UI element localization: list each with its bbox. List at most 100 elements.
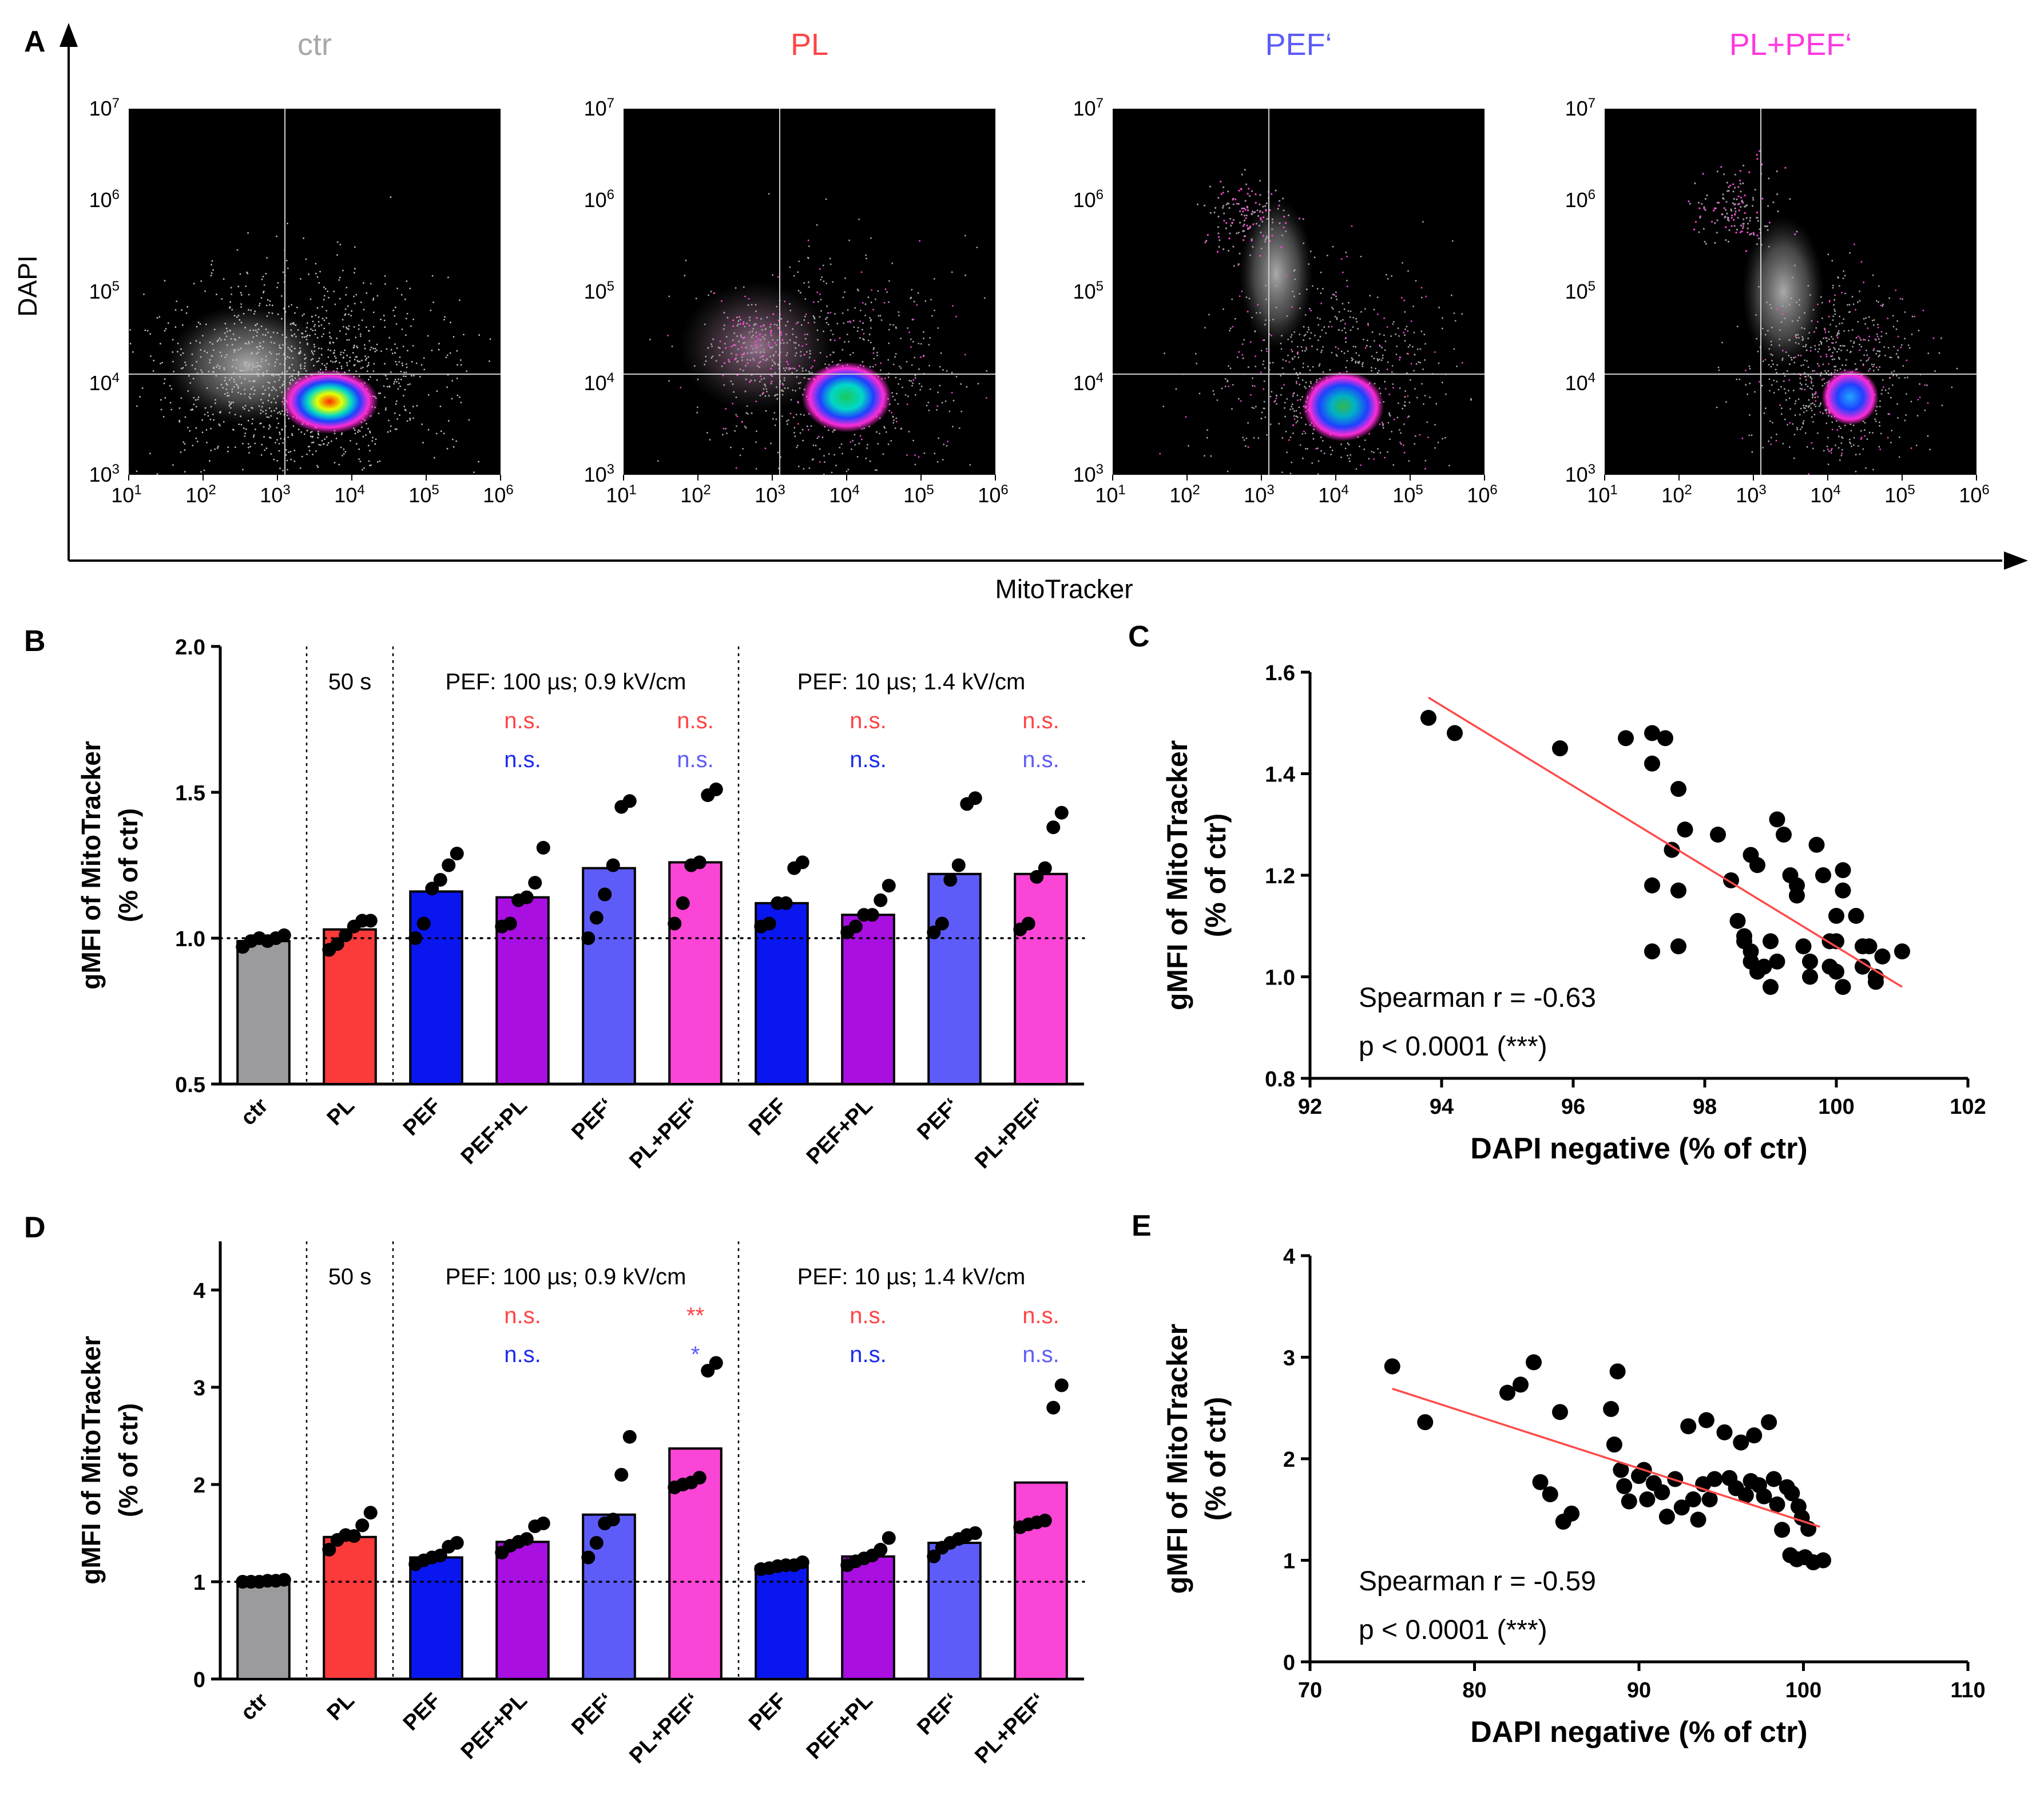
facs-event bbox=[828, 453, 830, 455]
facs-event bbox=[1831, 428, 1833, 431]
data-point bbox=[882, 1531, 896, 1545]
facs-event bbox=[1797, 398, 1800, 400]
facs-event bbox=[902, 386, 903, 388]
facs-event bbox=[1819, 375, 1821, 376]
facs-event bbox=[1804, 432, 1807, 434]
facs-event bbox=[252, 380, 254, 383]
facs-event bbox=[737, 323, 739, 326]
facs-event bbox=[1833, 371, 1836, 374]
facs-event bbox=[1859, 300, 1861, 302]
facs-event bbox=[1828, 338, 1830, 340]
facs-event bbox=[1305, 387, 1307, 389]
data-point bbox=[433, 1549, 447, 1563]
data-point bbox=[1835, 862, 1851, 879]
facs-event bbox=[741, 420, 743, 423]
facs-event bbox=[341, 455, 343, 457]
facs-event bbox=[236, 359, 238, 361]
facs-event bbox=[1243, 230, 1245, 232]
facs-event bbox=[770, 383, 772, 384]
facs-event bbox=[1263, 339, 1264, 342]
facs-event bbox=[295, 336, 297, 338]
tick-base: 10 bbox=[978, 483, 1001, 507]
facs-event bbox=[229, 403, 231, 406]
facs-event bbox=[1818, 348, 1820, 350]
tick-exponent: 4 bbox=[357, 482, 364, 498]
facs-event bbox=[1403, 299, 1406, 301]
facs-event bbox=[918, 343, 920, 344]
facs-event bbox=[1887, 347, 1890, 349]
facs-event bbox=[317, 432, 319, 435]
facs-event bbox=[223, 368, 225, 371]
facs-event bbox=[1721, 213, 1724, 216]
data-point bbox=[927, 1549, 941, 1563]
facs-event bbox=[796, 370, 798, 372]
facs-event bbox=[795, 414, 797, 415]
facs-event bbox=[279, 386, 281, 388]
facs-event bbox=[1784, 388, 1785, 390]
facs-event bbox=[1787, 390, 1789, 392]
facs-event bbox=[1263, 380, 1265, 382]
facs-event bbox=[1699, 215, 1701, 217]
facs-event bbox=[252, 407, 253, 409]
data-point bbox=[1054, 1378, 1069, 1392]
facs-event bbox=[1278, 204, 1280, 207]
facs-event bbox=[1740, 190, 1742, 193]
facs-event bbox=[908, 431, 910, 432]
facs-event bbox=[1822, 412, 1824, 415]
facs-event bbox=[946, 444, 948, 447]
facs-event bbox=[319, 271, 321, 273]
facs-event bbox=[1896, 403, 1898, 405]
facs-event bbox=[1716, 406, 1718, 408]
facs-event bbox=[1403, 423, 1405, 425]
facs-event bbox=[1269, 240, 1271, 242]
facs-event bbox=[1787, 424, 1788, 426]
facs-event bbox=[263, 341, 265, 343]
significance-label: ** bbox=[686, 1303, 704, 1328]
facs-event bbox=[1862, 364, 1864, 366]
facs-event bbox=[839, 359, 842, 362]
facs-event bbox=[293, 323, 295, 326]
facs-event bbox=[306, 453, 308, 455]
facs-event bbox=[1839, 368, 1841, 370]
facs-event bbox=[1843, 270, 1845, 272]
facs-event bbox=[1772, 201, 1775, 204]
facs-event bbox=[725, 408, 727, 410]
facs-density-core bbox=[1302, 371, 1384, 442]
facs-event bbox=[785, 334, 787, 335]
facs-event bbox=[745, 378, 747, 380]
facs-event bbox=[1872, 274, 1874, 276]
facs-event bbox=[226, 331, 228, 332]
tick-exponent: 1 bbox=[1118, 482, 1125, 498]
facs-event bbox=[189, 342, 192, 344]
facs-event bbox=[852, 440, 854, 442]
facs-event bbox=[796, 376, 798, 378]
facs-event bbox=[1391, 365, 1394, 367]
facs-event bbox=[459, 396, 461, 398]
facs-event bbox=[1828, 300, 1831, 302]
data-point bbox=[968, 1526, 982, 1540]
facs-event bbox=[1833, 308, 1836, 311]
facs-event bbox=[384, 326, 386, 328]
facs-event bbox=[808, 286, 810, 288]
tick-base: 10 bbox=[584, 463, 607, 486]
data-point bbox=[606, 1513, 620, 1527]
facs-event bbox=[220, 339, 222, 341]
facs-event bbox=[1780, 321, 1783, 323]
facs-event bbox=[1717, 366, 1720, 368]
facs-event bbox=[169, 385, 171, 387]
facs-density-core bbox=[801, 362, 892, 432]
facs-event bbox=[369, 376, 371, 378]
facs-event bbox=[1795, 356, 1797, 358]
facs-event bbox=[1194, 353, 1197, 355]
x-tick-label: 106 bbox=[1959, 482, 1989, 507]
facs-event bbox=[1855, 309, 1856, 311]
facs-event bbox=[323, 333, 324, 335]
facs-event bbox=[406, 363, 407, 365]
facs-event bbox=[1415, 280, 1417, 282]
facs-event bbox=[1836, 333, 1839, 335]
data-point bbox=[1737, 1487, 1754, 1503]
data-point bbox=[1828, 963, 1844, 980]
facs-event bbox=[344, 451, 347, 453]
facs-event bbox=[1291, 306, 1293, 308]
facs-event bbox=[1308, 263, 1310, 265]
